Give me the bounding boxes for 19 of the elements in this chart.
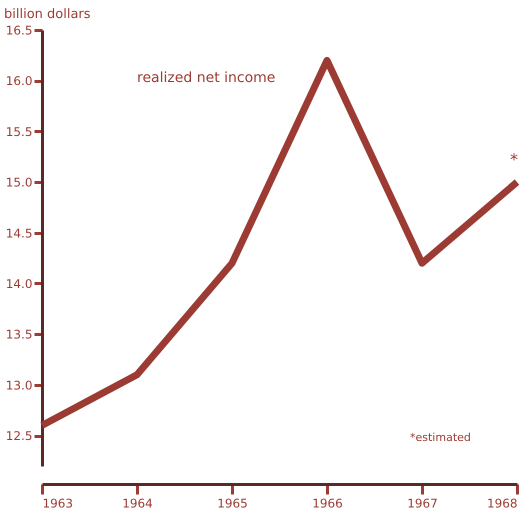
y-tick-label: 16.0	[6, 74, 32, 88]
y-tick-label: 16.5	[6, 24, 32, 38]
x-tick-label: 1964	[122, 496, 153, 510]
x-tick-label: 1965	[217, 496, 248, 510]
y-tick-label: 15.5	[6, 124, 32, 139]
annotation: *estimated	[410, 431, 471, 444]
y-tick-label: 12.5	[6, 429, 32, 444]
x-tick-label: 1963	[42, 496, 74, 510]
y-tick-label: 13.5	[6, 328, 32, 342]
text: realized net income	[137, 70, 276, 86]
annotation: *	[510, 150, 518, 170]
y-axis-title: billion dollars	[4, 7, 91, 22]
x-tick-label: 1968	[486, 496, 518, 510]
y-tick-label: 13.0	[6, 378, 32, 392]
y-tick-label: 14.5	[6, 226, 32, 240]
y-tick-label: 14.0	[6, 276, 32, 291]
x-tick-label: 1966	[312, 496, 343, 510]
y-tick-label: 15.0	[6, 176, 32, 190]
x-tick-label: 1967	[407, 496, 438, 510]
